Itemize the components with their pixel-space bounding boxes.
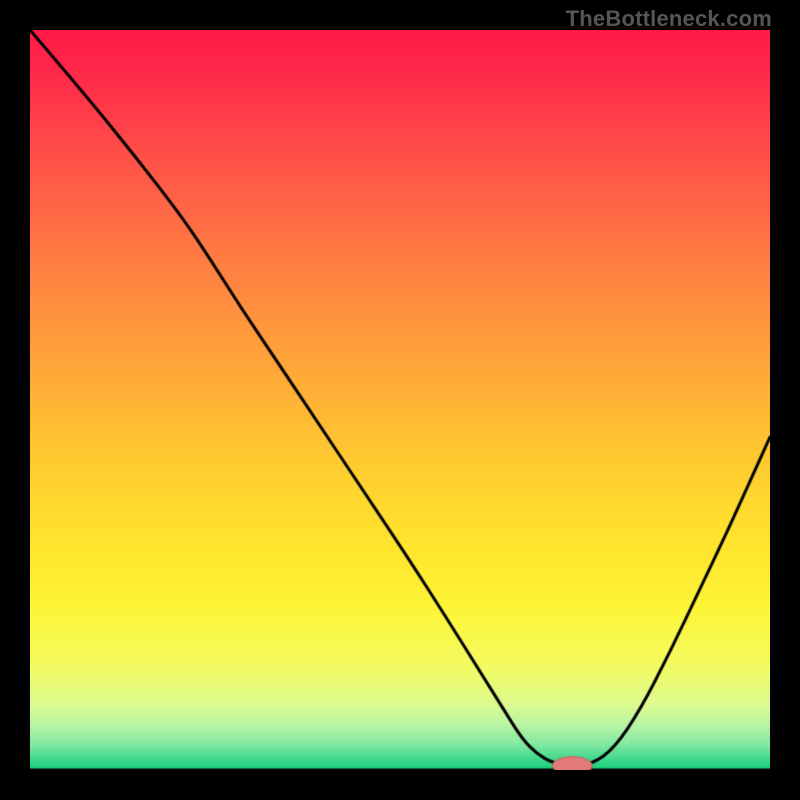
chart-frame: TheBottleneck.com: [0, 0, 800, 800]
bottleneck-chart-canvas: [30, 30, 770, 770]
watermark-text: TheBottleneck.com: [566, 6, 772, 32]
